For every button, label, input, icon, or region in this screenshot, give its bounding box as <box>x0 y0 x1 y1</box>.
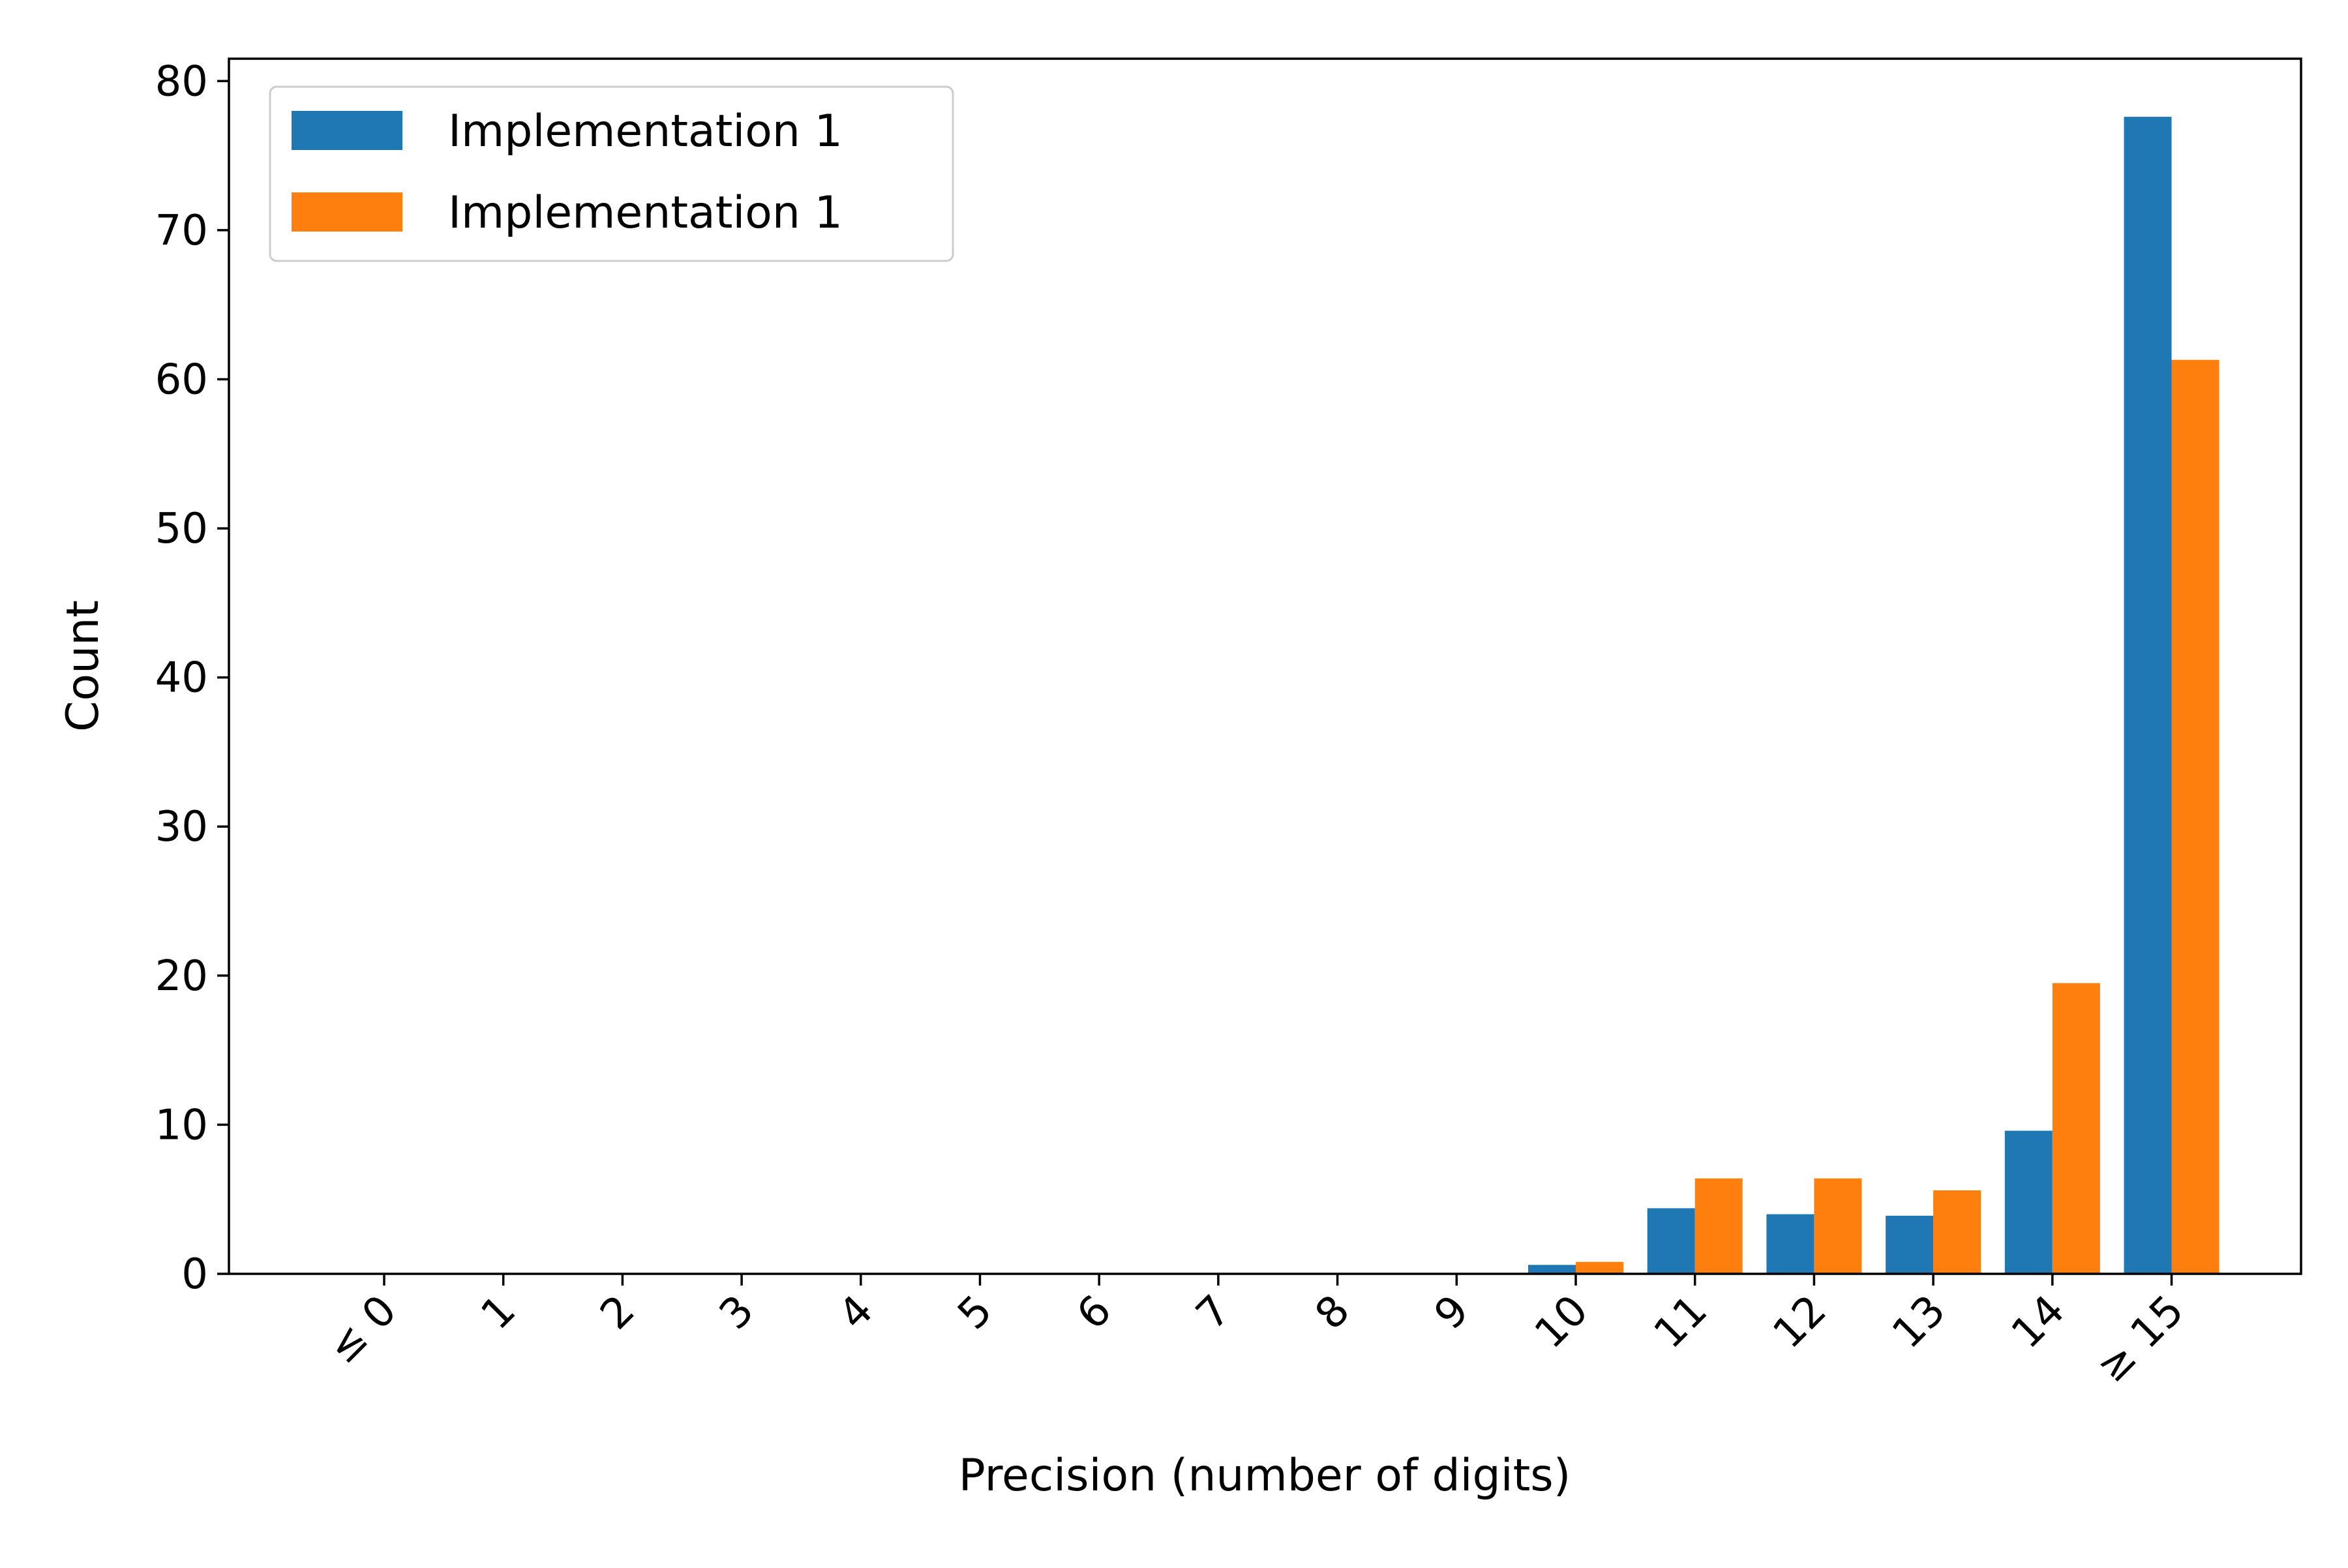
x-tick-label-0: ≤ 0 <box>319 1286 406 1373</box>
x-tick-label-8: 8 <box>1306 1286 1359 1339</box>
x-axis: ≤ 0 1 2 3 4 5 6 7 8 9 10 11 12 13 14 ≥ 15 <box>319 1274 2193 1392</box>
bar-series-1-12 <box>1766 1214 1814 1274</box>
x-tick-label-6: 6 <box>1068 1286 1121 1339</box>
bar-series-1-13 <box>1886 1215 1934 1274</box>
x-tick-label-2: 2 <box>592 1286 644 1339</box>
y-tick-label-6: 60 <box>155 356 208 404</box>
bar-series-1-15 <box>2124 117 2172 1274</box>
legend-label-series-1: Implementation 1 <box>448 106 843 157</box>
legend-swatch-series-1 <box>292 111 402 150</box>
plot-frame <box>228 57 2302 1275</box>
legend-label-series-2: Implementation 1 <box>448 187 843 239</box>
y-tick-label-1: 10 <box>155 1101 208 1149</box>
bar-series-2-14 <box>2052 983 2100 1274</box>
x-tick-label-14: 14 <box>2002 1286 2074 1358</box>
x-tick-label-1: 1 <box>472 1286 525 1339</box>
x-tick-label-15: ≥ 15 <box>2088 1286 2193 1392</box>
x-tick-label-3: 3 <box>710 1286 763 1339</box>
bar-series-2-15 <box>2171 359 2220 1274</box>
y-tick-label-3: 30 <box>155 803 208 851</box>
y-tick-label-2: 20 <box>155 952 208 1001</box>
x-tick-label-12: 12 <box>1764 1286 1836 1358</box>
bar-series-2-13 <box>1933 1190 1981 1274</box>
x-tick-label-4: 4 <box>830 1286 882 1339</box>
x-tick-label-13: 13 <box>1884 1286 1955 1358</box>
y-tick-label-7: 70 <box>155 207 208 255</box>
y-axis: 0 10 20 30 40 50 60 70 80 <box>155 57 229 1299</box>
bar-series-2-11 <box>1694 1178 1743 1274</box>
y-tick-label-0: 0 <box>181 1250 208 1299</box>
legend-frame <box>269 85 954 262</box>
y-axis-title: Count <box>57 600 109 732</box>
bar-series-2-12 <box>1814 1178 1862 1274</box>
bar-series-1-10 <box>1528 1265 1576 1274</box>
x-tick-label-10: 10 <box>1526 1286 1597 1358</box>
bar-series-2-10 <box>1576 1261 1623 1274</box>
bar-series-1-14 <box>2004 1130 2053 1274</box>
x-tick-label-11: 11 <box>1645 1286 1717 1358</box>
x-axis-title: Precision (number of digits) <box>959 1450 1571 1501</box>
x-tick-label-9: 9 <box>1425 1286 1478 1339</box>
legend[interactable]: Implementation 1 Implementation 1 <box>269 85 954 262</box>
legend-swatch-series-2 <box>292 192 402 232</box>
bars-layer <box>1528 117 2220 1274</box>
bar-series-1-11 <box>1647 1208 1695 1274</box>
x-tick-label-5: 5 <box>949 1286 1002 1339</box>
y-tick-label-4: 40 <box>155 654 208 702</box>
x-tick-label-7: 7 <box>1187 1286 1240 1339</box>
y-tick-label-5: 50 <box>155 505 208 553</box>
y-tick-label-8: 80 <box>155 57 208 106</box>
